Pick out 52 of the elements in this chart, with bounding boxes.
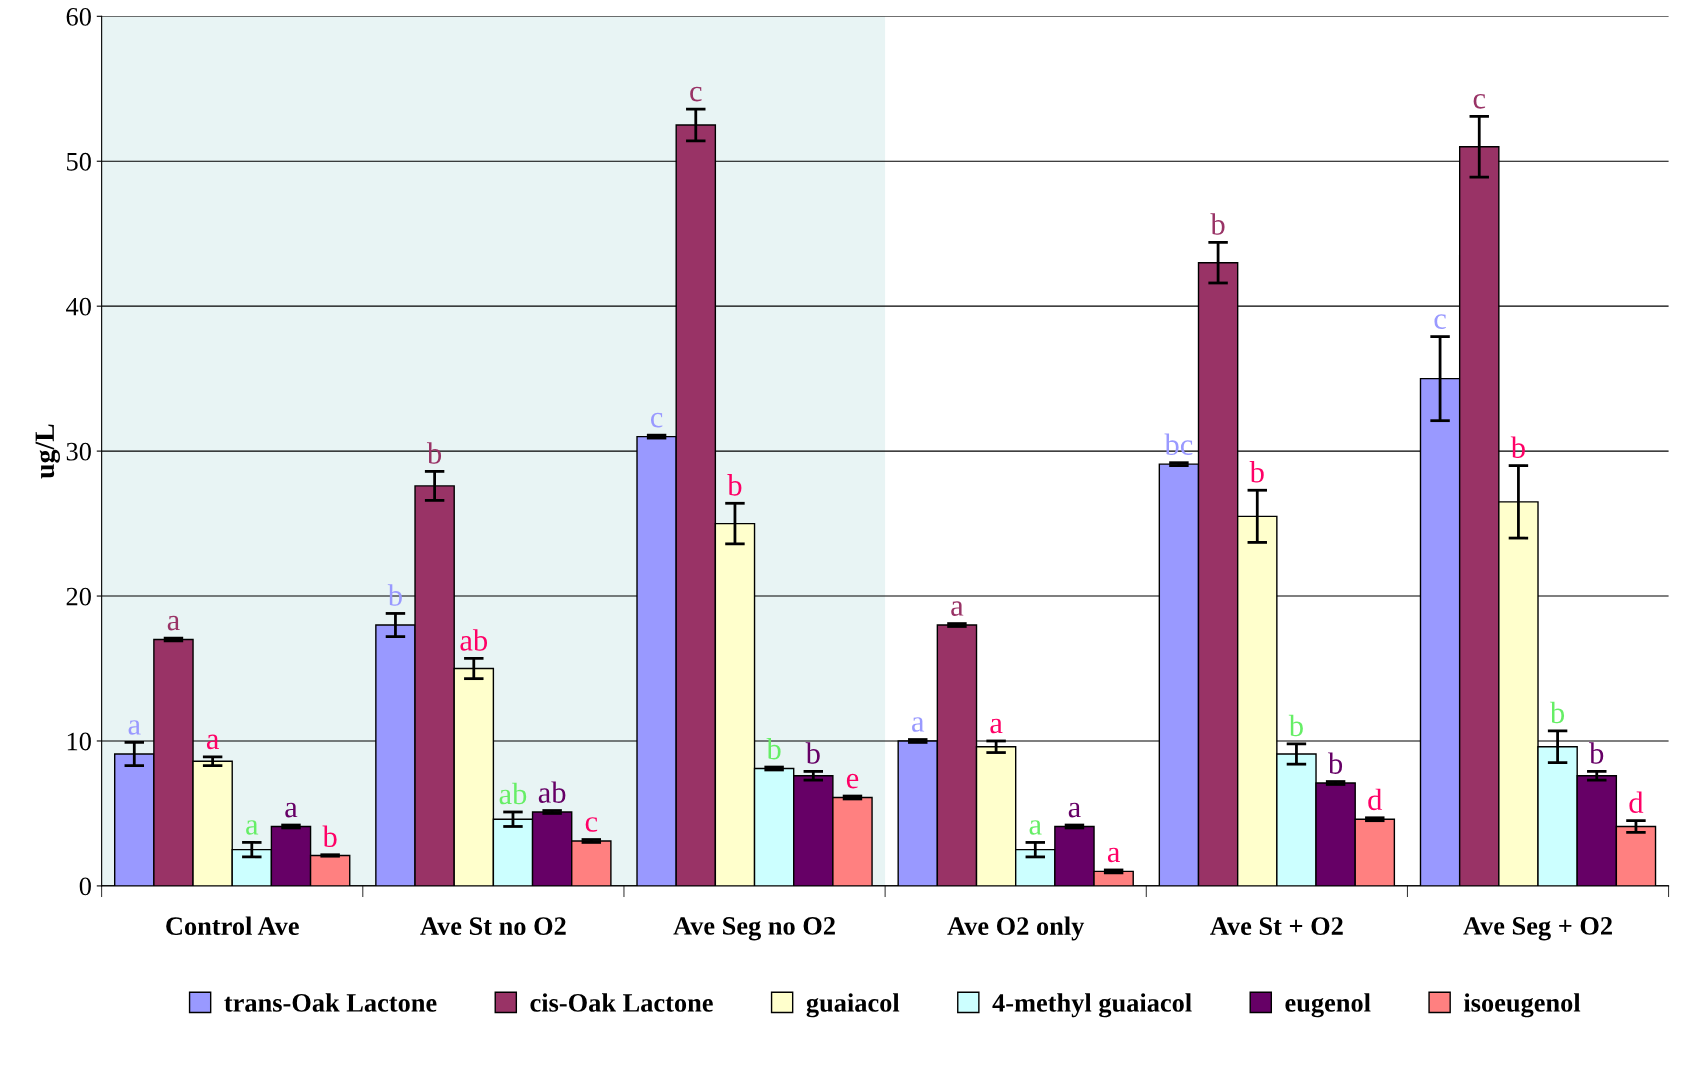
- data-label: a: [167, 615, 180, 631]
- y-tick-label: 40: [66, 297, 91, 316]
- data-label: a: [912, 717, 925, 732]
- data-label: b: [1549, 701, 1565, 724]
- data-label: d: [1629, 791, 1644, 814]
- data-label: b: [1327, 752, 1343, 774]
- legend-label: cis-Oak Lactone: [530, 993, 713, 1012]
- data-label: a: [128, 720, 141, 735]
- y-tick-label: 10: [67, 732, 91, 751]
- data-label: ab: [538, 781, 566, 803]
- x-tick-label: Ave St + O2: [1210, 917, 1343, 936]
- data-label: a: [990, 718, 1003, 734]
- data-label: b: [805, 742, 820, 764]
- data-label: b: [322, 825, 337, 848]
- data-label: d: [1368, 788, 1383, 811]
- data-label: c: [585, 817, 598, 832]
- x-tick-label: Ave Seg no O2: [673, 917, 835, 941]
- legend-label: eugenol: [1285, 993, 1371, 1018]
- y-tick-label: 60: [66, 7, 91, 26]
- x-tick-label: Ave St no O2: [420, 917, 566, 936]
- y-tick-label: 20: [66, 587, 91, 606]
- legend-label: guaiacol: [806, 993, 900, 1018]
- data-label: c: [650, 412, 663, 428]
- data-label: e: [846, 773, 859, 789]
- data-label: b: [727, 474, 742, 496]
- data-label: a: [206, 734, 219, 750]
- y-tick-label: 50: [67, 152, 91, 171]
- data-label: b: [1249, 461, 1264, 483]
- data-label: a: [1068, 802, 1081, 818]
- legend-label: isoeugenol: [1463, 993, 1581, 1018]
- legend-label: trans-Oak Lactone: [224, 993, 437, 1012]
- data-label: a: [1029, 820, 1042, 835]
- data-label: a: [1107, 847, 1120, 863]
- data-label: ab: [499, 782, 527, 805]
- data-label: a: [285, 802, 298, 818]
- y-tick-label: 30: [66, 442, 91, 461]
- x-tick-label: Control Ave: [166, 916, 299, 936]
- data-label: a: [951, 601, 964, 616]
- data-label: ab: [460, 629, 488, 651]
- legend-label: 4-methyl guaiacol: [992, 993, 1192, 1018]
- data-label: b: [1589, 742, 1604, 764]
- x-tick-label: Ave O2 only: [947, 916, 1085, 941]
- data-label: c: [1473, 93, 1486, 109]
- y-tick-label: 0: [79, 877, 91, 896]
- data-label: c: [1434, 314, 1446, 329]
- y-axis-title: ug/L: [35, 424, 60, 479]
- x-tick-label: Ave Seg + O2: [1463, 917, 1612, 941]
- data-label: b: [1288, 714, 1303, 737]
- data-label: b: [766, 737, 781, 760]
- data-label: b: [1210, 213, 1225, 235]
- data-label: a: [246, 820, 259, 835]
- data-label: c: [690, 86, 702, 102]
